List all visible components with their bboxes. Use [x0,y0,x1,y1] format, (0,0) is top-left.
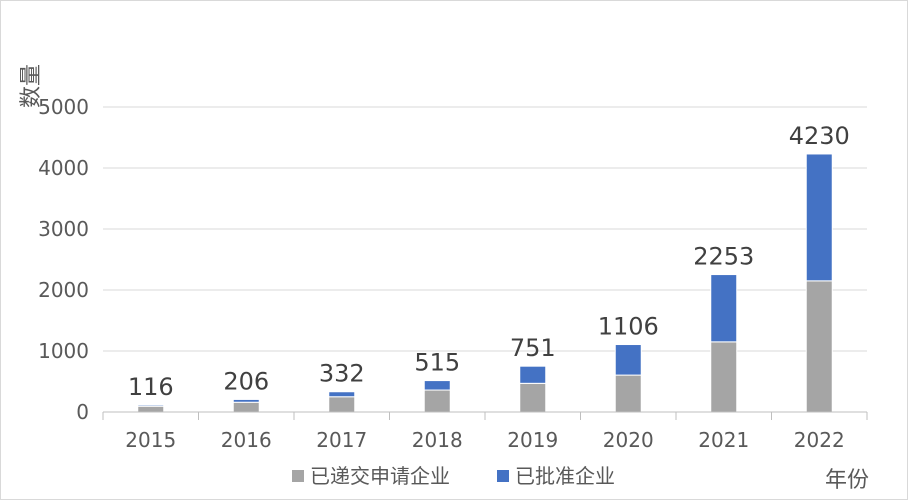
bar-segment-submitted [805,280,833,413]
data-labels: 116 206 332 515 751 1106 2253 4230 [128,122,850,401]
x-tick-label: 2020 [603,428,654,452]
total-data-label: 751 [510,334,556,362]
bar-segment-approved [423,380,451,391]
x-axis-title: 年份 [825,468,869,493]
y-tick-label: 1000 [38,339,89,363]
bar-segment-submitted [137,405,165,413]
bar-segment-submitted [328,396,356,413]
legend-label: 已递交申请企业 [310,464,450,488]
bar-segment-submitted [423,389,451,413]
legend: 已递交申请企业 已批准企业 [292,464,615,488]
y-tick-label: 3000 [38,217,89,241]
bar-segment-submitted [232,401,260,413]
bar-segment-approved [232,398,260,403]
x-tick-label: 2018 [412,428,463,452]
bars [137,153,833,413]
bar-segment-submitted [519,382,547,413]
bar-segment-approved [137,404,165,407]
x-tick-label: 2021 [698,428,749,452]
y-tick-label: 0 [76,400,89,424]
bar-segment-approved [805,153,833,282]
x-axis: 2015 2016 2017 2018 2019 2020 2021 2022 [102,411,868,452]
legend-swatch [497,470,509,482]
bar-segment-submitted [710,341,738,413]
y-axis: 0 1000 2000 3000 4000 5000 [38,95,89,424]
total-data-label: 206 [223,367,269,395]
legend-item-approved: 已批准企业 [497,464,615,488]
y-tick-label: 4000 [38,156,89,180]
total-data-label: 2253 [693,243,754,271]
legend-label: 已批准企业 [515,464,615,488]
total-data-label: 332 [319,360,365,388]
total-data-label: 1106 [598,313,659,341]
x-tick-label: 2015 [125,428,176,452]
bar-segment-approved [614,344,642,376]
x-tick-label: 2017 [316,428,367,452]
y-tick-label: 2000 [38,278,89,302]
x-tick-label: 2019 [507,428,558,452]
y-axis-title: 数量 [19,64,44,108]
gridlines [103,106,867,352]
legend-swatch [292,470,304,482]
bar-segment-approved [328,391,356,398]
total-data-label: 116 [128,373,174,401]
x-tick-label: 2016 [221,428,272,452]
bar-segment-approved [710,274,738,343]
y-tick-label: 5000 [38,95,89,119]
bar-segment-submitted [614,374,642,413]
total-data-label: 4230 [789,122,850,150]
bar-segment-approved [519,365,547,384]
x-tick-label: 2022 [794,428,845,452]
total-data-label: 515 [414,349,460,377]
legend-item-submitted: 已递交申请企业 [292,464,450,488]
